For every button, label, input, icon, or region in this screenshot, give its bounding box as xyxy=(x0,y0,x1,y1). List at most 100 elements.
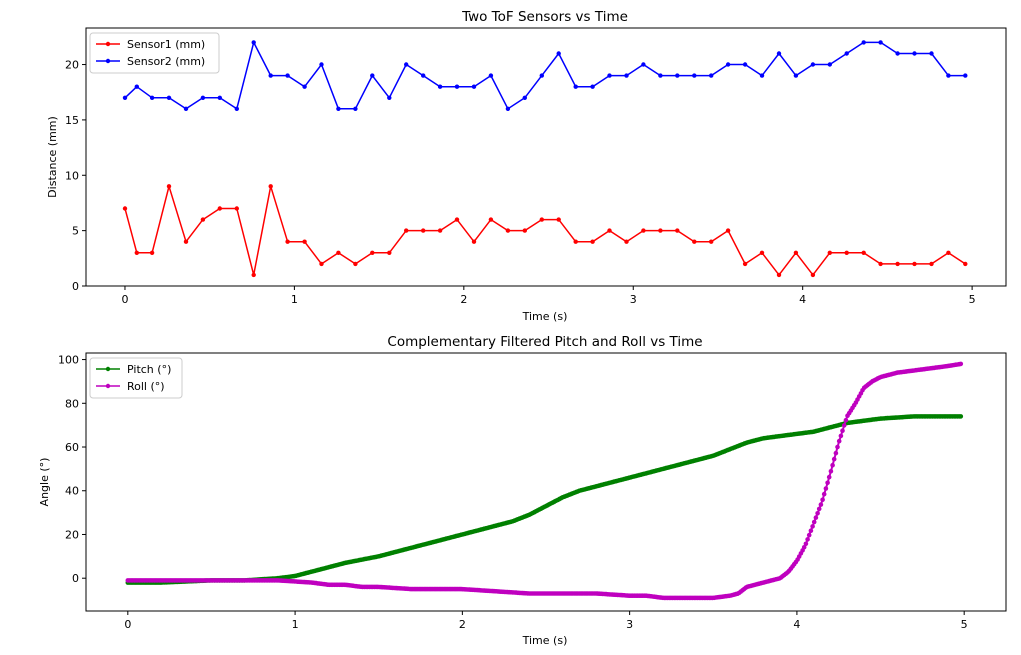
data-point xyxy=(803,541,809,547)
legend-marker-roll xyxy=(105,383,111,389)
x-tick-label: 4 xyxy=(793,618,800,631)
x-tick-label: 4 xyxy=(799,293,806,306)
data-point xyxy=(844,51,849,56)
data-point xyxy=(742,261,748,267)
data-point xyxy=(200,95,206,101)
data-point xyxy=(166,95,172,101)
data-point xyxy=(709,73,714,78)
data-point xyxy=(958,361,964,367)
x-tick-label: 3 xyxy=(626,618,633,631)
data-point xyxy=(607,228,612,233)
data-point xyxy=(843,417,849,423)
data-point xyxy=(539,73,544,78)
data-point xyxy=(200,217,206,222)
data-point xyxy=(759,73,765,78)
data-point xyxy=(861,250,866,255)
legend-marker-pitch xyxy=(105,366,111,372)
y-tick-label: 15 xyxy=(65,114,79,127)
data-point xyxy=(336,250,341,255)
data-point xyxy=(387,250,392,255)
data-point xyxy=(658,228,663,233)
data-point xyxy=(833,450,839,456)
y-tick-label: 0 xyxy=(72,280,79,293)
data-point xyxy=(844,250,849,255)
data-point xyxy=(946,250,951,255)
data-point xyxy=(590,239,595,244)
y-axis: 0 5 10 15 20 xyxy=(65,59,86,293)
legend-label-roll: Roll (°) xyxy=(127,380,165,393)
x-tick-label: 3 xyxy=(630,293,637,306)
series-roll xyxy=(125,361,964,601)
data-point xyxy=(268,184,273,189)
data-point xyxy=(776,272,782,278)
data-point xyxy=(675,228,680,233)
pitch-roll-chart: Complementary Filtered Pitch and Roll vs… xyxy=(38,334,1007,647)
legend-box xyxy=(89,32,220,74)
y-axis: 0 20 40 60 80 100 xyxy=(58,354,86,585)
y-tick-label: 80 xyxy=(65,397,79,410)
x-tick-label: 1 xyxy=(292,618,299,631)
data-point xyxy=(590,84,595,89)
x-tick-label: 2 xyxy=(460,293,467,306)
data-point xyxy=(742,62,748,67)
data-point xyxy=(759,250,765,255)
x-axis: 0 1 2 3 4 5 xyxy=(124,611,968,631)
data-point xyxy=(830,462,835,468)
data-point xyxy=(488,73,494,78)
data-point xyxy=(421,228,426,233)
data-point xyxy=(149,95,155,101)
data-point xyxy=(895,261,900,267)
series-sensor1-mm xyxy=(122,184,968,278)
data-point xyxy=(835,444,840,450)
data-point xyxy=(319,62,324,67)
data-point xyxy=(134,250,139,255)
data-point xyxy=(522,95,527,101)
data-point xyxy=(946,73,951,78)
data-point xyxy=(505,228,511,233)
data-point xyxy=(624,73,629,78)
x-axis: 0 1 2 3 4 5 xyxy=(121,286,976,306)
series-layer xyxy=(125,361,964,601)
data-point xyxy=(421,73,426,78)
chart-title: Complementary Filtered Pitch and Roll vs… xyxy=(387,334,702,350)
data-point xyxy=(522,228,527,233)
legend-label-sensor2: Sensor2 (mm) xyxy=(127,55,205,68)
data-point xyxy=(811,519,817,525)
data-point xyxy=(505,106,511,112)
data-point xyxy=(828,469,834,474)
y-tick-label: 10 xyxy=(65,169,79,182)
plot-area xyxy=(85,352,1007,612)
data-point xyxy=(793,250,799,255)
data-point xyxy=(353,106,358,112)
data-point xyxy=(725,62,731,67)
data-point xyxy=(122,95,128,101)
data-point xyxy=(539,217,544,222)
y-tick-label: 5 xyxy=(72,225,79,238)
legend-label-pitch: Pitch (°) xyxy=(127,363,171,376)
data-point xyxy=(404,228,409,233)
data-point xyxy=(285,73,290,78)
data-point xyxy=(776,51,782,56)
y-tick-label: 100 xyxy=(58,354,79,367)
data-point xyxy=(556,51,561,56)
data-point xyxy=(149,250,155,255)
data-point xyxy=(285,239,290,244)
data-point xyxy=(488,217,494,222)
data-point xyxy=(437,84,443,89)
data-point xyxy=(370,73,375,78)
data-point xyxy=(302,84,307,89)
data-point xyxy=(878,261,883,267)
data-point xyxy=(801,545,807,550)
series-layer xyxy=(122,40,968,278)
y-tick-label: 40 xyxy=(65,485,79,498)
data-point xyxy=(234,106,239,112)
data-point xyxy=(658,73,663,78)
data-point xyxy=(838,433,844,439)
data-point xyxy=(813,515,819,520)
data-point xyxy=(825,480,830,486)
data-point xyxy=(912,261,917,267)
data-point xyxy=(709,239,714,244)
plot-area xyxy=(85,27,1007,287)
data-point xyxy=(827,250,832,255)
